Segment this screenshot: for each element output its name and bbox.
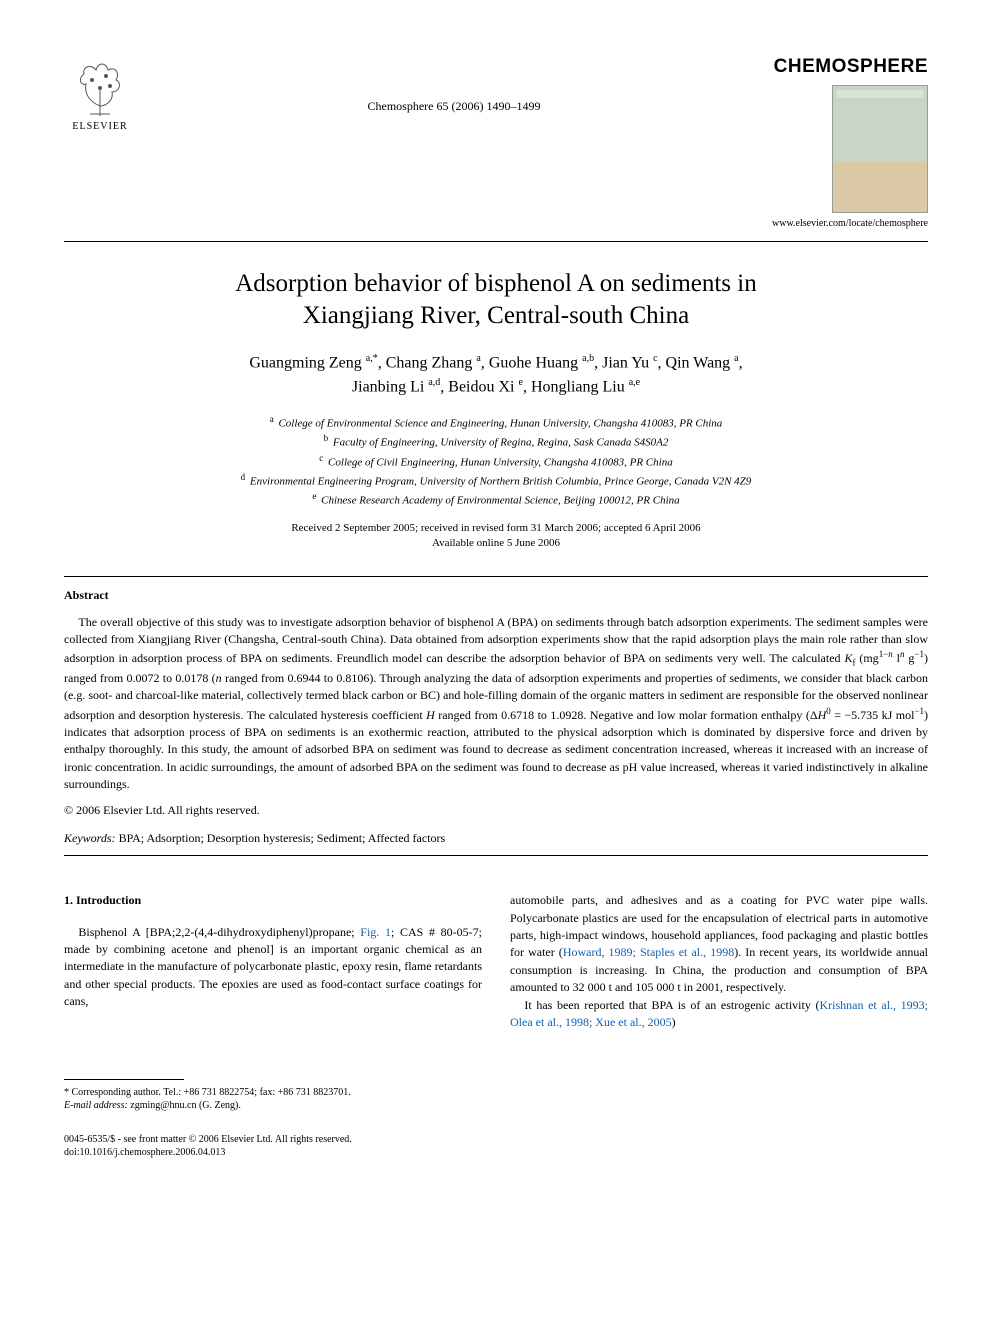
footer-row: 0045-6535/$ - see front matter © 2006 El… <box>64 1133 928 1159</box>
footnote-corr-text: Corresponding author. Tel.: +86 731 8822… <box>72 1087 351 1098</box>
affiliations-block: a College of Environmental Science and E… <box>64 413 928 509</box>
affiliation-line: a College of Environmental Science and E… <box>64 413 928 432</box>
affiliation-line: d Environmental Engineering Program, Uni… <box>64 471 928 490</box>
article-dates: Received 2 September 2005; received in r… <box>64 521 928 552</box>
publisher-logo: ELSEVIER <box>64 54 136 134</box>
title-line-2: Xiangjiang River, Central-south China <box>303 302 689 329</box>
dates-received: Received 2 September 2005; received in r… <box>291 522 700 534</box>
intro-col2-p2: It has been reported that BPA is of an e… <box>510 997 928 1032</box>
footnote-email[interactable]: zgming@hnu.cn <box>128 1100 197 1111</box>
footnote-rule <box>64 1079 184 1080</box>
header-row: ELSEVIER Chemosphere 65 (2006) 1490–1499… <box>64 54 928 231</box>
dates-online: Available online 5 June 2006 <box>432 537 560 549</box>
publisher-name: ELSEVIER <box>72 120 127 134</box>
abstract-rule-top <box>64 576 928 577</box>
journal-cover-thumbnail <box>832 85 928 213</box>
article-title: Adsorption behavior of bisphenol A on se… <box>64 268 928 333</box>
affiliation-line: b Faculty of Engineering, University of … <box>64 432 928 451</box>
keywords-line: Keywords: BPA; Adsorption; Desorption hy… <box>64 830 928 847</box>
journal-box: CHEMOSPHERE www.elsevier.com/locate/chem… <box>772 54 928 231</box>
intro-col2-p1: automobile parts, and adhesives and as a… <box>510 892 928 996</box>
abstract-body: The overall objective of this study was … <box>64 614 928 794</box>
elsevier-tree-icon <box>70 58 130 118</box>
journal-reference: Chemosphere 65 (2006) 1490–1499 <box>136 54 772 115</box>
abstract-rule-bottom <box>64 855 928 856</box>
affiliation-line: e Chinese Research Academy of Environmen… <box>64 490 928 509</box>
keywords-label: Keywords: <box>64 831 116 845</box>
affiliation-line: c College of Civil Engineering, Hunan Un… <box>64 452 928 471</box>
keywords-text: BPA; Adsorption; Desorption hysteresis; … <box>116 831 446 845</box>
footer-issn: 0045-6535/$ - see front matter © 2006 El… <box>64 1134 352 1145</box>
introduction-heading: 1. Introduction <box>64 892 482 909</box>
corresponding-author-footnote: * Corresponding author. Tel.: +86 731 88… <box>64 1086 482 1113</box>
journal-title: CHEMOSPHERE <box>772 54 928 81</box>
header-rule <box>64 241 928 242</box>
footnote-star-icon: * <box>64 1087 69 1098</box>
footer-left: 0045-6535/$ - see front matter © 2006 El… <box>64 1133 352 1159</box>
copyright-line: © 2006 Elsevier Ltd. All rights reserved… <box>64 802 928 819</box>
footnote-email-label: E-mail address: <box>64 1100 128 1111</box>
authors-list: Guangming Zeng a,*, Chang Zhang a, Guohe… <box>64 351 928 400</box>
body-columns: 1. Introduction Bisphenol A [BPA;2,2-(4,… <box>64 892 928 1112</box>
footer-doi: doi:10.1016/j.chemosphere.2006.04.013 <box>64 1147 225 1158</box>
intro-paragraph-1: Bisphenol A [BPA;2,2-(4,4-dihydroxydiphe… <box>64 924 482 1011</box>
abstract-heading: Abstract <box>64 587 928 604</box>
footnote-email-tail: (G. Zeng). <box>196 1100 240 1111</box>
title-line-1: Adsorption behavior of bisphenol A on se… <box>235 270 756 297</box>
journal-url[interactable]: www.elsevier.com/locate/chemosphere <box>772 217 928 231</box>
